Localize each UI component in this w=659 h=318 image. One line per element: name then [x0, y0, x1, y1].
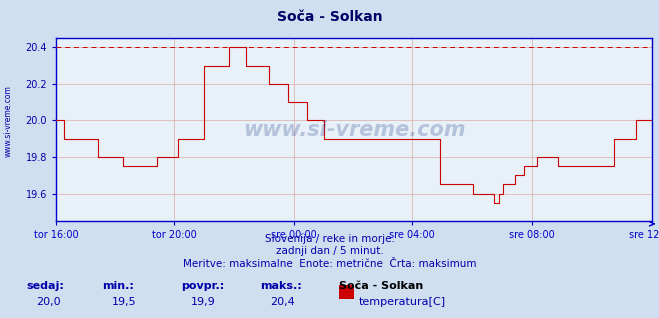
Text: zadnji dan / 5 minut.: zadnji dan / 5 minut.	[275, 246, 384, 256]
Text: Soča - Solkan: Soča - Solkan	[277, 10, 382, 24]
Text: Slovenija / reke in morje.: Slovenija / reke in morje.	[264, 234, 395, 244]
Text: povpr.:: povpr.:	[181, 281, 225, 291]
Text: 20,0: 20,0	[36, 297, 61, 307]
Text: 19,9: 19,9	[191, 297, 216, 307]
Text: 19,5: 19,5	[112, 297, 136, 307]
Text: www.si-vreme.com: www.si-vreme.com	[243, 120, 465, 140]
Text: min.:: min.:	[102, 281, 134, 291]
Text: maks.:: maks.:	[260, 281, 302, 291]
Text: sedaj:: sedaj:	[26, 281, 64, 291]
Text: Meritve: maksimalne  Enote: metrične  Črta: maksimum: Meritve: maksimalne Enote: metrične Črta…	[183, 259, 476, 269]
Text: temperatura[C]: temperatura[C]	[359, 297, 446, 307]
Text: www.si-vreme.com: www.si-vreme.com	[3, 85, 13, 157]
Text: 20,4: 20,4	[270, 297, 295, 307]
Text: Soča - Solkan: Soča - Solkan	[339, 281, 424, 291]
